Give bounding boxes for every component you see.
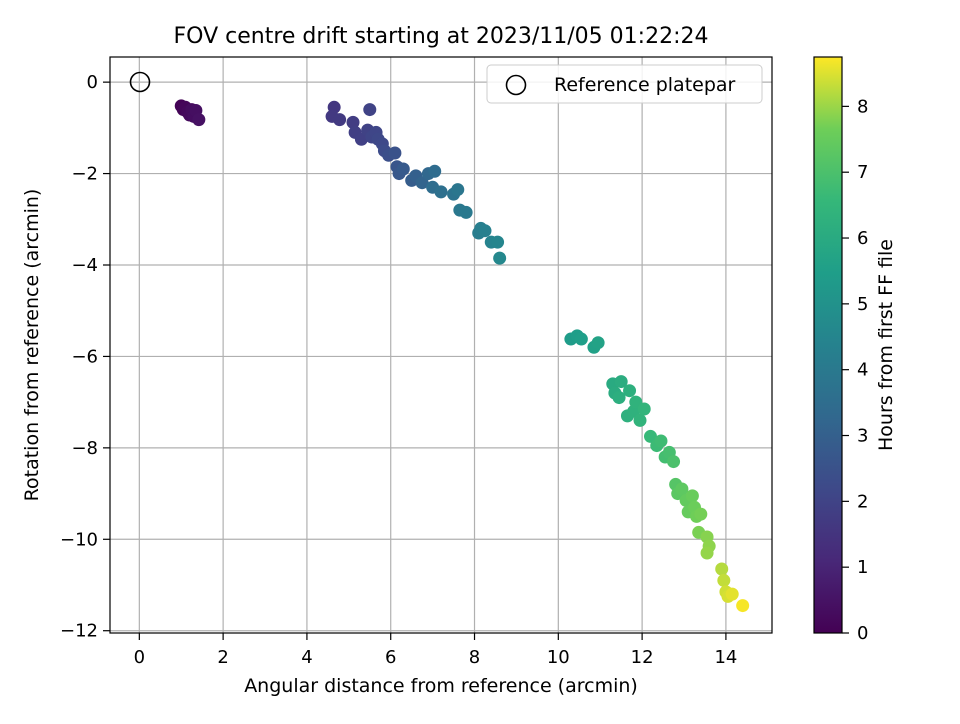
data-point <box>574 332 588 346</box>
colorbar <box>813 56 843 634</box>
data-point <box>493 251 507 265</box>
colorbar-label: Hours from first FF file <box>875 239 897 451</box>
x-tick-label: 4 <box>301 647 312 668</box>
data-point <box>736 599 750 613</box>
data-point <box>700 546 714 560</box>
x-axis-label: Angular distance from reference (arcmin) <box>244 675 638 697</box>
data-point <box>623 384 637 398</box>
data-point <box>396 162 410 176</box>
y-tick-label: −8 <box>71 438 98 459</box>
data-points <box>174 99 750 613</box>
x-tick-label: 0 <box>134 647 145 668</box>
data-point <box>612 391 626 405</box>
data-point <box>637 402 651 416</box>
grid <box>110 57 772 633</box>
colorbar-tick-label: 3 <box>857 426 868 447</box>
x-tick-label: 14 <box>714 647 737 668</box>
data-point <box>633 413 647 427</box>
data-point <box>654 434 668 448</box>
data-point <box>717 573 731 587</box>
colorbar-tick-label: 8 <box>857 96 868 117</box>
y-axis-label: Rotation from reference (arcmin) <box>21 189 43 502</box>
legend-box <box>486 64 763 104</box>
data-point <box>667 455 681 469</box>
data-point <box>614 375 628 389</box>
data-point <box>694 507 708 521</box>
y-tick-label: −12 <box>60 621 98 642</box>
data-point <box>451 183 465 197</box>
x-axis-ticks: 0 2 4 6 8 10 12 14 <box>134 633 737 668</box>
data-point <box>591 336 605 350</box>
y-tick-label: −10 <box>60 529 98 550</box>
y-tick-label: −2 <box>71 164 98 185</box>
y-tick-label: 0 <box>87 72 98 93</box>
colorbar-tick-label: 1 <box>857 557 868 578</box>
data-point <box>675 482 689 496</box>
colorbar-ticks: 0 1 2 3 4 5 6 7 8 <box>842 96 868 644</box>
x-tick-label: 8 <box>469 647 480 668</box>
data-point <box>478 224 492 238</box>
data-point <box>333 113 347 127</box>
data-point <box>725 587 739 601</box>
data-point <box>434 185 448 199</box>
colorbar-tick-label: 2 <box>857 491 868 512</box>
data-point <box>685 489 699 503</box>
y-tick-label: −6 <box>71 346 98 367</box>
data-point <box>346 115 360 129</box>
data-point <box>715 562 729 576</box>
legend: Reference platepar <box>486 64 763 104</box>
x-tick-label: 10 <box>547 647 570 668</box>
data-point <box>354 132 368 146</box>
data-point <box>459 205 473 219</box>
data-point <box>643 429 657 443</box>
y-axis-ticks: 0 −2 −4 −6 −8 −10 −12 <box>60 72 110 642</box>
x-tick-label: 12 <box>631 647 654 668</box>
legend-marker <box>505 74 527 96</box>
colorbar-tick-label: 5 <box>857 294 868 315</box>
data-point <box>491 235 505 249</box>
data-point <box>415 176 429 190</box>
data-point <box>388 146 402 160</box>
data-point <box>428 164 442 178</box>
x-tick-label: 2 <box>217 647 228 668</box>
legend-label: Reference platepar <box>554 74 736 96</box>
colorbar-tick-label: 7 <box>857 162 868 183</box>
y-tick-label: −4 <box>71 255 98 276</box>
x-tick-label: 6 <box>385 647 396 668</box>
colorbar-tick-label: 4 <box>857 360 868 381</box>
axes-frame <box>109 56 773 634</box>
colorbar-tick-label: 6 <box>857 228 868 249</box>
data-point <box>192 113 206 127</box>
chart-title: FOV centre drift starting at 2023/11/05 … <box>174 24 709 49</box>
data-point <box>363 103 377 117</box>
colorbar-tick-label: 0 <box>857 623 868 644</box>
reference-point-marker <box>129 71 151 93</box>
